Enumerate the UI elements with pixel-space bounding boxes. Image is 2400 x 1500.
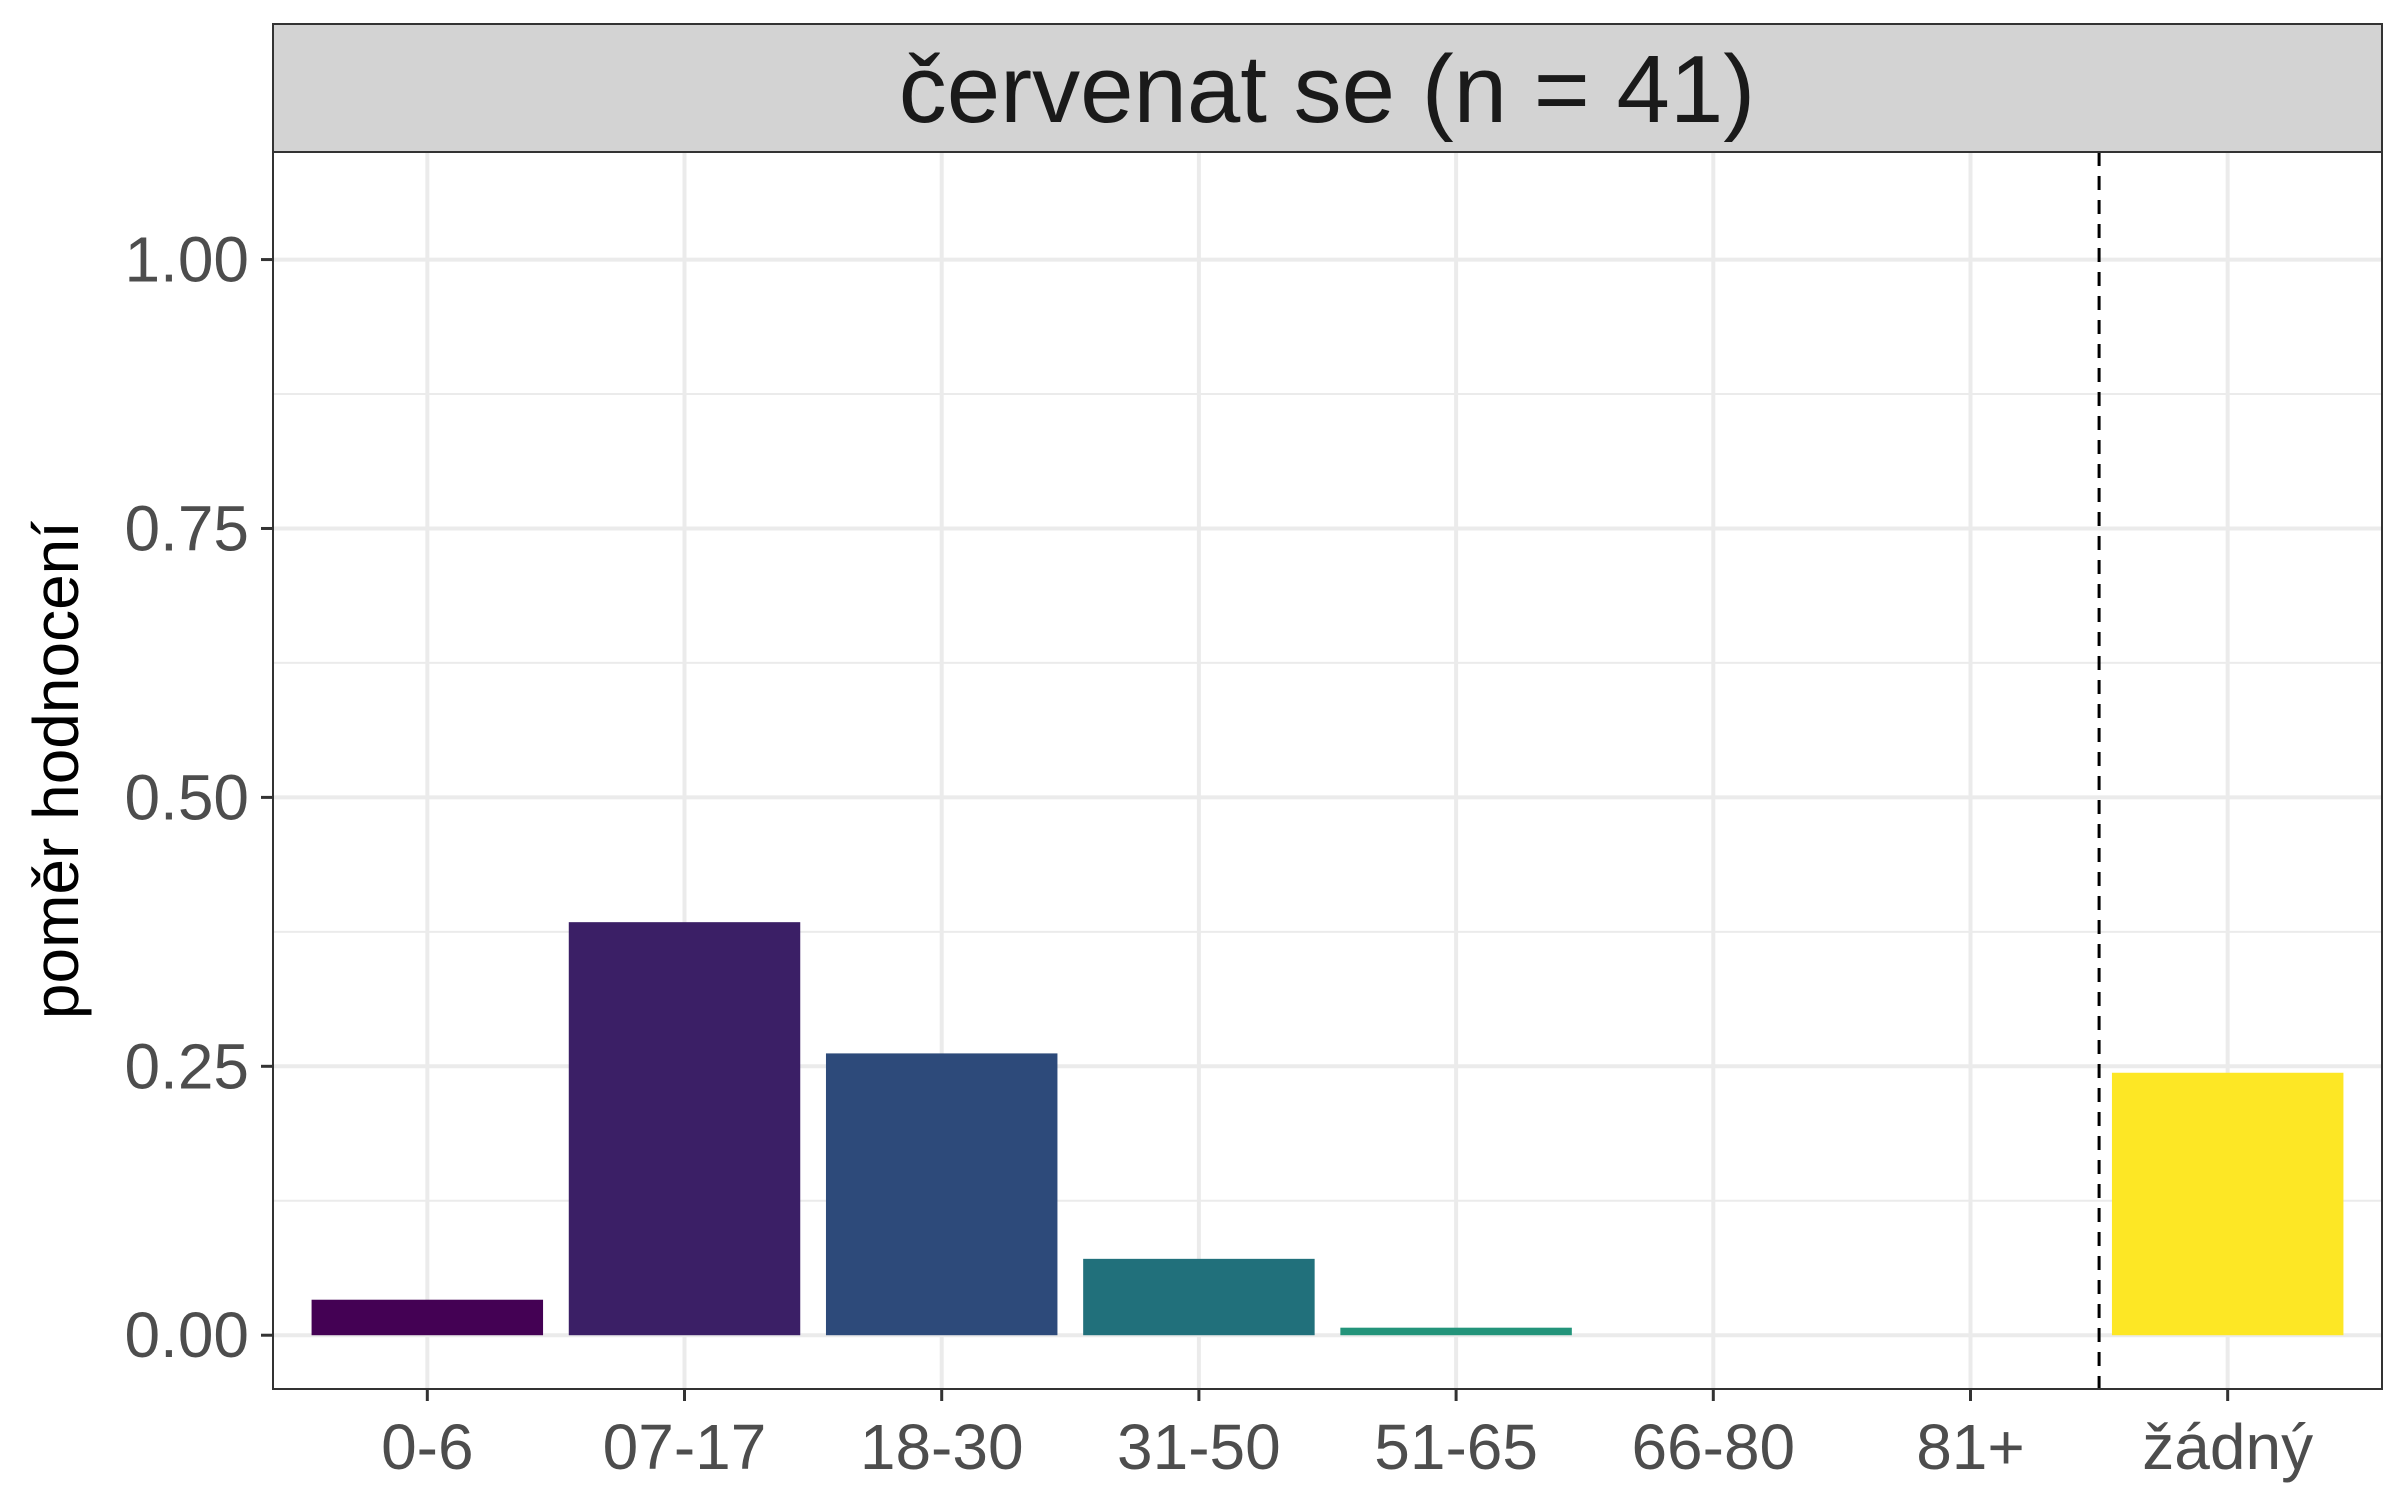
y-tick-label: 0.25 [124,1030,249,1102]
x-tick-label: žádný [2142,1411,2313,1483]
x-tick-label: 81+ [1916,1411,2025,1483]
x-tick-label: 66-80 [1631,1411,1795,1483]
bars [311,922,2344,1336]
plot-border [272,151,2383,1390]
y-tick-label: 1.00 [124,224,249,296]
y-axis: 0.00 0.25 0.50 0.75 1.00 [124,224,273,1371]
x-tick-label: 18-30 [860,1411,1024,1483]
chart-title: červenat se (n = 41) [899,36,1755,143]
x-tick-label: 07-17 [603,1411,767,1483]
x-tick-label: 0-6 [381,1411,474,1483]
bar-18-30 [825,1053,1058,1336]
bar-31-50 [1083,1258,1315,1336]
x-tick-label: 51-65 [1374,1411,1538,1483]
y-tick-label: 0.00 [124,1299,249,1371]
bar-0-6 [311,1299,544,1336]
bar-žádný [2111,1072,2344,1336]
bar-07-17 [568,922,801,1336]
y-axis-title: poměr hodnocení [20,521,92,1019]
bar-51-65 [1340,1327,1572,1336]
y-tick-label: 0.50 [124,761,249,833]
facet-strip [272,23,2383,153]
x-axis: 0-6 07-17 18-30 31-50 51-65 66-80 81+ žádný [381,1389,2313,1483]
x-tick-label: 31-50 [1117,1411,1281,1483]
y-tick-label: 0.75 [124,492,249,564]
